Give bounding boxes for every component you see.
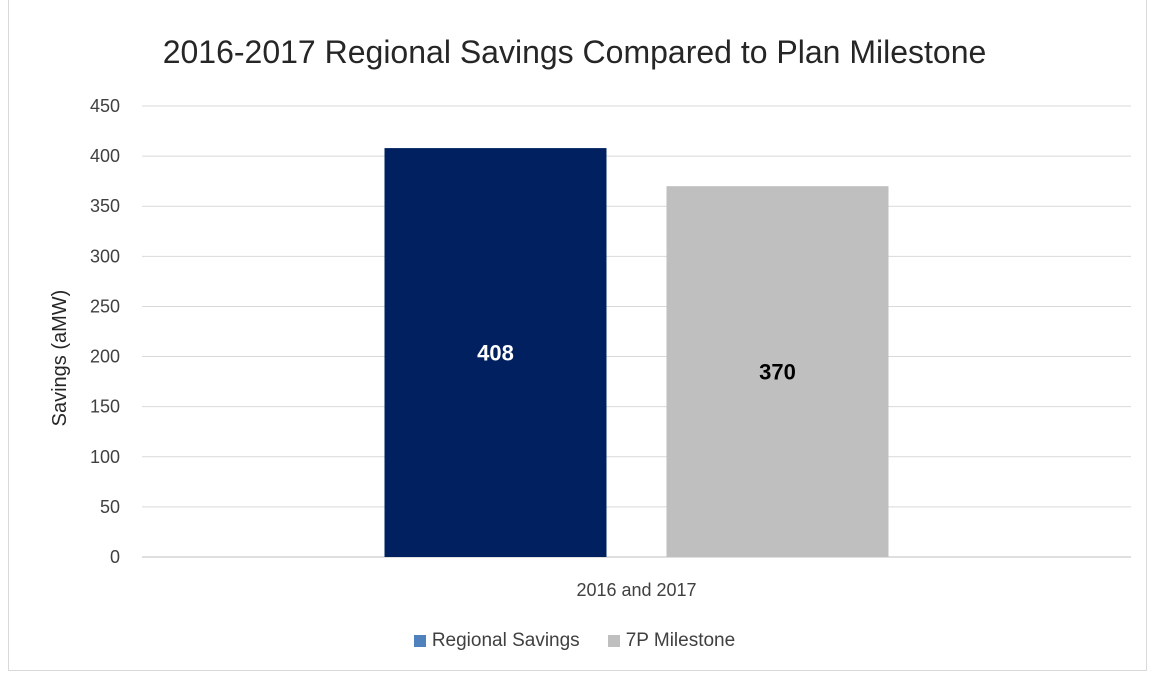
- bars: [384, 148, 889, 558]
- legend-item-regional-savings: Regional Savings: [413, 630, 580, 652]
- y-tick-label: 200: [90, 347, 120, 367]
- legend-label-regional-savings: Regional Savings: [431, 630, 580, 651]
- data-labels: 408 370: [477, 341, 796, 385]
- y-tick-label: 300: [90, 246, 120, 266]
- bar-regional-savings: [384, 148, 607, 558]
- legend-swatch-7p-milestone: [607, 635, 620, 647]
- legend: Regional Savings 7P Milestone: [0, 630, 1149, 652]
- y-axis-label: Savings (aMW): [49, 290, 71, 427]
- data-label-regional-savings: 408: [477, 341, 514, 366]
- x-axis-categories: 2016 and 2017: [576, 580, 696, 600]
- bar-7p-milestone: [666, 186, 889, 557]
- y-tick-label: 250: [90, 296, 120, 316]
- legend-label-7p-milestone: 7P Milestone: [625, 630, 736, 651]
- legend-swatch-regional-savings: [413, 635, 426, 647]
- y-tick-label: 400: [90, 146, 120, 166]
- chart-title: 2016-2017 Regional Savings Compared to P…: [162, 34, 987, 70]
- y-tick-label: 0: [110, 547, 120, 567]
- legend-item-7p-milestone: 7P Milestone: [607, 630, 736, 652]
- y-axis-ticks: 0 50 100 150 200 250 300 350 400 450: [90, 96, 120, 567]
- data-label-7p-milestone: 370: [759, 360, 796, 385]
- y-tick-label: 450: [90, 96, 120, 116]
- chart-frame: [8, 0, 1147, 671]
- x-category-label: 2016 and 2017: [576, 580, 696, 600]
- y-tick-label: 150: [90, 397, 120, 417]
- gridlines: [142, 105, 1131, 558]
- y-tick-label: 50: [100, 497, 120, 517]
- y-tick-label: 350: [90, 196, 120, 216]
- y-tick-label: 100: [90, 447, 120, 467]
